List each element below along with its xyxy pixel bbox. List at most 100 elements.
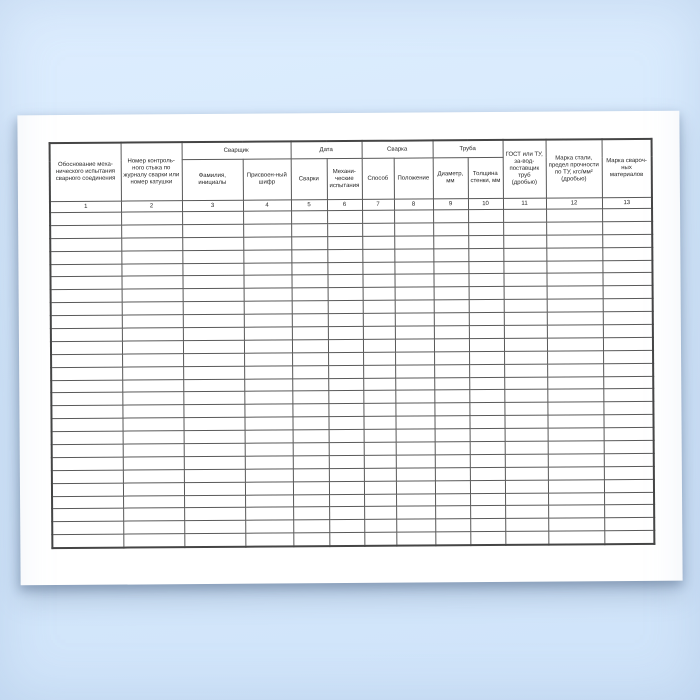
empty-form-cell [122,417,184,432]
empty-form-cell [602,208,653,222]
column-number: 1 [49,201,122,213]
empty-form-cell [121,250,183,264]
empty-form-cell [243,288,292,302]
empty-form-cell [547,363,604,377]
empty-form-cell [243,236,292,250]
empty-form-cell [468,209,504,223]
empty-form-cell [327,326,363,340]
empty-form-cell [327,261,363,276]
empty-form-cell [50,340,123,355]
empty-form-cell [243,326,292,341]
empty-form-cell [504,402,548,416]
empty-form-cell [504,466,548,481]
empty-form-cell [602,311,653,325]
empty-form-cell [602,272,653,287]
empty-form-cell [182,224,244,238]
empty-form-cell [394,300,434,314]
empty-form-cell [434,403,470,417]
empty-form-cell [396,519,436,533]
empty-form-cell [504,441,548,455]
empty-form-cell [602,234,653,248]
empty-form-cell [244,430,293,444]
empty-form-cell [469,364,505,378]
empty-form-cell [504,454,548,468]
empty-form-cell [394,222,434,236]
empty-form-cell [603,401,654,415]
empty-form-cell [50,276,122,290]
column-number: 12 [546,197,603,210]
empty-form-cell [182,314,244,328]
empty-form-cell [291,262,328,276]
empty-form-cell [292,481,330,495]
form-table-body [50,208,655,549]
col-header-welder-name: Фамилия, инициалы [181,159,243,201]
empty-form-cell [504,428,548,442]
empty-form-cell [547,414,604,429]
empty-form-cell [548,505,605,519]
empty-form-cell [504,363,548,378]
empty-form-cell [469,389,505,404]
empty-form-cell [292,442,329,456]
empty-form-cell [546,221,603,235]
empty-form-cell [395,441,435,456]
empty-form-cell [503,209,547,223]
empty-form-cell [50,328,122,342]
empty-form-cell [327,210,363,224]
empty-form-cell [435,493,471,507]
empty-form-cell [50,237,122,252]
empty-form-cell [468,286,504,300]
empty-form-cell [468,248,504,262]
empty-form-cell [470,531,506,546]
empty-form-cell [183,443,245,457]
empty-form-cell [122,353,184,367]
empty-form-cell [182,211,244,225]
empty-form-cell [364,519,397,533]
empty-form-cell [469,377,505,391]
empty-form-cell [394,287,434,301]
empty-form-cell [468,338,505,352]
empty-form-cell [292,391,329,405]
empty-form-cell [468,260,504,275]
empty-form-cell [244,404,293,418]
empty-form-cell [328,481,365,495]
empty-form-cell [395,467,435,481]
empty-form-cell [243,301,292,315]
empty-form-cell [243,223,292,238]
empty-form-cell [604,530,655,545]
empty-form-cell [51,405,123,419]
empty-form-cell [327,287,363,301]
empty-form-cell [395,364,435,378]
empty-form-cell [503,222,547,236]
empty-form-cell [291,339,329,353]
group-header-date: Дата [290,140,362,159]
empty-form-cell [469,402,505,416]
empty-form-cell [602,221,653,235]
empty-form-cell [395,454,435,468]
empty-form-cell [603,375,654,390]
empty-form-cell [395,403,435,417]
empty-form-cell [548,518,605,532]
empty-form-cell [505,531,549,546]
empty-form-cell [468,222,504,236]
empty-form-cell [503,286,547,300]
empty-form-cell [52,534,124,549]
empty-form-cell [470,505,506,520]
empty-form-cell [363,403,396,417]
empty-form-cell [434,415,470,430]
empty-form-cell [362,339,396,353]
empty-form-cell [433,325,469,339]
empty-form-cell [183,353,245,367]
empty-form-cell [547,466,604,480]
empty-form-cell [122,366,184,380]
empty-form-cell [469,415,505,429]
empty-form-cell [51,469,123,484]
empty-form-cell [547,427,604,442]
empty-form-cell [546,311,603,326]
empty-form-cell [469,351,505,365]
welding-journal-table: Обоснование меха-нического испытания сва… [48,137,656,550]
empty-form-cell [50,289,122,303]
empty-form-cell [122,469,184,483]
empty-form-cell [121,301,183,316]
empty-form-cell [504,350,548,365]
